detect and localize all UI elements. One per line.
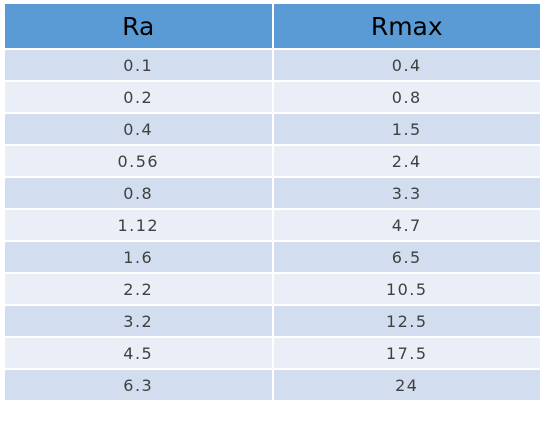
table-cell-ra: 0.4 (3, 112, 274, 146)
header-cell-ra: Ra (3, 2, 274, 50)
table-cell-ra: 0.2 (3, 80, 274, 114)
table-cell-ra: 0.8 (3, 176, 274, 210)
table-cell-rmax: 6.5 (271, 240, 542, 274)
table-cell-ra: 4.5 (3, 336, 274, 370)
ra-rmax-table: Ra Rmax 0.1 0.4 0.2 0.8 0.4 1.5 0.56 2.4 0.8 3.3 1… (3, 2, 542, 402)
table-row: 0.56 2.4 (3, 144, 542, 178)
table-cell-rmax: 0.8 (271, 80, 542, 114)
table-body: 0.1 0.4 0.2 0.8 0.4 1.5 0.56 2.4 0.8 3.3 1.12 4.7 1.… (3, 48, 542, 402)
table-row: 0.8 3.3 (3, 176, 542, 210)
table-cell-rmax: 4.7 (271, 208, 542, 242)
table-row: 1.6 6.5 (3, 240, 542, 274)
table-cell-ra: 0.56 (3, 144, 274, 178)
table-row: 6.3 24 (3, 368, 542, 402)
table-cell-ra: 6.3 (3, 368, 274, 402)
table-cell-rmax: 10.5 (271, 272, 542, 306)
table-cell-rmax: 1.5 (271, 112, 542, 146)
table-row: 3.2 12.5 (3, 304, 542, 338)
table-row: 4.5 17.5 (3, 336, 542, 370)
table-cell-ra: 2.2 (3, 272, 274, 306)
table-row: 2.2 10.5 (3, 272, 542, 306)
header-cell-rmax: Rmax (271, 2, 542, 50)
table-cell-rmax: 24 (271, 368, 542, 402)
table-cell-rmax: 17.5 (271, 336, 542, 370)
table-row: 0.1 0.4 (3, 48, 542, 82)
table-row: 1.12 4.7 (3, 208, 542, 242)
table-row: 0.4 1.5 (3, 112, 542, 146)
table-cell-rmax: 3.3 (271, 176, 542, 210)
table-row: 0.2 0.8 (3, 80, 542, 114)
data-table-container: Ra Rmax 0.1 0.4 0.2 0.8 0.4 1.5 0.56 2.4 0.8 3.3 1… (3, 2, 542, 402)
table-cell-ra: 1.12 (3, 208, 274, 242)
table-cell-rmax: 0.4 (271, 48, 542, 82)
table-cell-ra: 3.2 (3, 304, 274, 338)
table-cell-ra: 1.6 (3, 240, 274, 274)
header-row: Ra Rmax (3, 2, 542, 50)
table-cell-ra: 0.1 (3, 48, 274, 82)
table-cell-rmax: 2.4 (271, 144, 542, 178)
table-cell-rmax: 12.5 (271, 304, 542, 338)
